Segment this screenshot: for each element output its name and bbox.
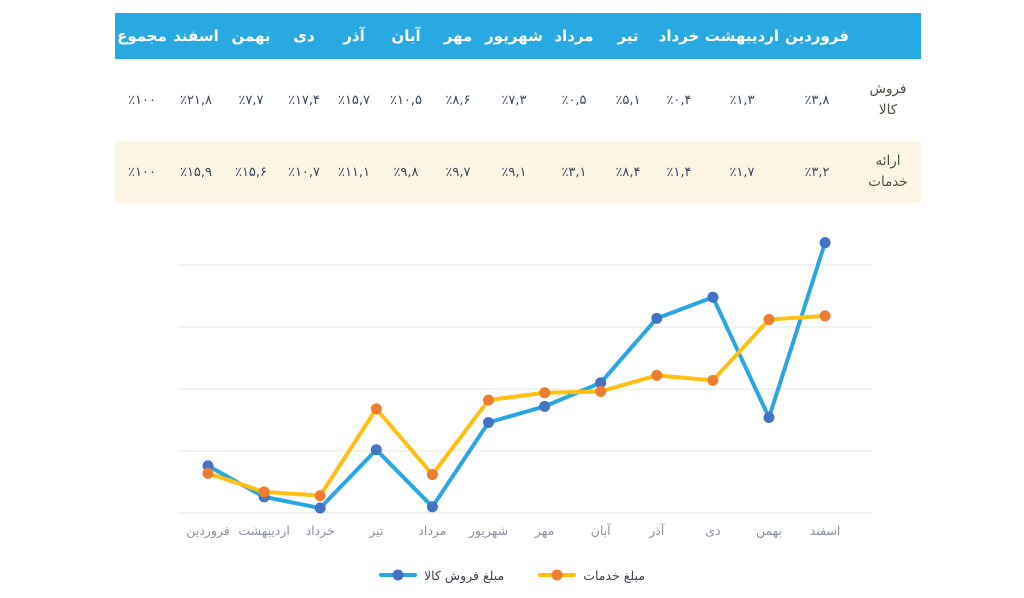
- x-axis-label: تیر: [368, 523, 384, 539]
- data-point-marker: [370, 403, 382, 415]
- month-header-5: شهریور: [483, 13, 545, 59]
- month-header-4: مرداد: [545, 13, 603, 59]
- total-cell: ٪۱۰۰: [128, 164, 156, 180]
- value-cell: ٪۸,۶: [445, 92, 471, 108]
- value-cell: ٪۳,۸: [804, 92, 830, 108]
- value-cell: ٪۱۵,۶: [234, 164, 268, 180]
- data-point-marker: [539, 400, 551, 412]
- month-header-3: تیر: [603, 13, 653, 59]
- month-header-0: فروردین: [779, 13, 855, 59]
- value-cell: ٪۸,۴: [615, 164, 641, 180]
- value-cell: ٪۲۱,۸: [179, 92, 213, 108]
- value-cell: ٪۱,۷: [729, 164, 755, 180]
- data-point-marker: [483, 394, 494, 406]
- value-cell: ٪۷,۳: [501, 92, 527, 108]
- legend-item-services: مبلغ خدمات: [538, 568, 645, 583]
- series-line-0: [206, 240, 828, 511]
- x-axis-label: اسفند: [810, 523, 841, 538]
- data-point-marker: [314, 490, 326, 502]
- percentage-table: فروردین اردیبهشت خرداد تیر مرداد شهریور مهر آبا…: [115, 13, 921, 203]
- x-axis-label: فروردین: [186, 523, 230, 539]
- value-cell: ٪۹,۸: [393, 164, 419, 180]
- value-cell: ٪۹,۱: [501, 164, 527, 180]
- value-cell: ٪۱۰,۷: [287, 164, 321, 180]
- data-point-marker: [202, 467, 214, 479]
- corner-header-cell: [855, 13, 921, 59]
- month-header-1: اردیبهشت: [705, 13, 779, 59]
- legend-item-sales: مبلغ فروش کالا: [378, 567, 505, 583]
- x-axis-label: بهمن: [756, 523, 782, 539]
- row-label-line: کالا: [878, 102, 898, 118]
- table-row: ارائه خدمات ٪۳,۲ ٪۱,۷ ٪۱,۴ ٪۸,۴ ٪۳,۱ ٪۹,۱ ٪۹,۷ ٪۹…: [115, 141, 921, 203]
- month-header-2: خرداد: [653, 13, 705, 59]
- sales-series-dot-icon: [392, 569, 404, 581]
- month-header-8: آذر: [329, 13, 379, 59]
- value-cell: ٪۱۵,۷: [337, 92, 371, 108]
- value-cell: ٪۳,۱: [561, 164, 587, 180]
- value-cell: ٪۰,۵: [561, 92, 587, 108]
- services-series-marker-icon: [538, 569, 577, 581]
- x-axis-label: مرداد: [418, 523, 446, 539]
- value-cell: ٪۱۵,۹: [179, 164, 213, 180]
- line-chart-svg: فروردین اردیبهشت خرداد تیر مرداد شهریور مهر آبا…: [178, 237, 872, 539]
- data-point-marker: [595, 377, 607, 389]
- month-header-9: دی: [279, 13, 329, 59]
- value-cell: ٪۱۷,۴: [287, 92, 321, 108]
- table-row: فروش کالا ٪۳,۸ ٪۱,۳ ٪۰,۴ ٪۵,۱ ٪۰,۵ ٪۷,۳ ٪۸,۶ ٪۱۰,…: [115, 59, 921, 141]
- row-label: فروش کالا: [855, 59, 921, 141]
- x-axis-label: شهریور: [468, 523, 508, 539]
- legend-label-sales: مبلغ فروش کالا: [423, 567, 505, 583]
- sales-series-marker-icon: [378, 569, 417, 581]
- monthly-percentage-table: فروردین اردیبهشت خرداد تیر مرداد شهریور مهر آبا…: [115, 13, 921, 203]
- value-cell: ٪۵,۱: [615, 92, 641, 108]
- x-axis-label: مهر: [534, 523, 554, 539]
- month-header-6: مهر: [433, 13, 483, 59]
- total-cell: ٪۱۰۰: [128, 92, 156, 108]
- table-header-row: فروردین اردیبهشت خرداد تیر مرداد شهریور مهر آبا…: [115, 13, 921, 59]
- monthly-amounts-line-chart: فروردین اردیبهشت خرداد تیر مرداد شهریور مهر آبا…: [0, 230, 1024, 598]
- data-point-marker: [819, 310, 831, 322]
- month-header-11: اسفند: [169, 13, 223, 59]
- month-header-7: آبان: [379, 13, 433, 59]
- data-point-marker: [763, 412, 775, 424]
- row-label-line: فروش: [869, 81, 907, 98]
- chart-legend: مبلغ فروش کالا مبلغ خدمات: [0, 560, 1024, 590]
- data-point-marker: [763, 314, 775, 326]
- data-point-marker: [819, 237, 831, 249]
- row-label: ارائه خدمات: [855, 141, 921, 203]
- total-header-cell: مجموع: [115, 13, 169, 59]
- data-point-marker: [426, 469, 438, 481]
- x-axis-label: دی: [705, 523, 720, 538]
- x-axis-label: خرداد: [306, 523, 335, 539]
- services-series-dot-icon: [551, 569, 563, 581]
- data-point-marker: [370, 444, 382, 456]
- value-cell: ٪۷,۷: [238, 92, 264, 108]
- data-point-marker: [595, 385, 607, 397]
- row-label-line: ارائه: [875, 153, 901, 170]
- value-cell: ٪۱۰,۵: [389, 92, 423, 108]
- data-point-marker: [314, 502, 326, 514]
- data-point-marker: [707, 374, 719, 386]
- data-point-marker: [651, 369, 663, 381]
- value-cell: ٪۰,۴: [666, 92, 692, 108]
- value-cell: ٪۹,۷: [445, 164, 471, 180]
- value-cell: ٪۱۱,۱: [337, 164, 371, 180]
- month-header-10: بهمن: [223, 13, 279, 59]
- value-cell: ٪۱,۴: [666, 164, 692, 180]
- data-point-marker: [651, 312, 663, 324]
- data-point-marker: [539, 387, 551, 399]
- data-point-marker: [707, 291, 719, 303]
- x-axis-label: آبان: [591, 523, 611, 538]
- value-cell: ٪۱,۳: [729, 92, 755, 108]
- legend-label-services: مبلغ خدمات: [583, 567, 646, 583]
- data-point-marker: [426, 501, 438, 513]
- value-cell: ٪۳,۲: [804, 164, 830, 180]
- row-label-line: خدمات: [868, 174, 908, 190]
- x-axis-label: آذر: [648, 523, 665, 539]
- data-point-marker: [483, 416, 494, 428]
- x-axis-label: اردیبهشت: [238, 523, 290, 539]
- data-point-marker: [258, 486, 270, 498]
- series-line-1: [206, 313, 828, 498]
